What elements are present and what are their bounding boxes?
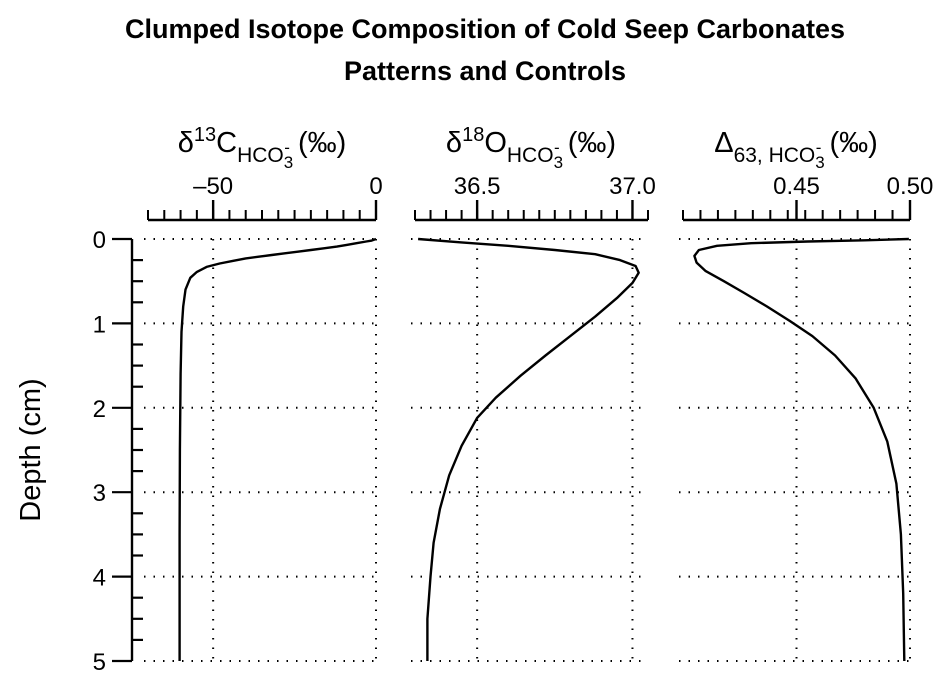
x-tick-label: 36.5 (454, 173, 501, 200)
x-tick-label: 0 (369, 173, 382, 200)
chart-title-line2: Patterns and Controls (344, 56, 626, 86)
panel-D63: 0.45 0.50 Δ63, HCO3- (‰) (679, 127, 934, 662)
y-axis-label: Depth (cm) (15, 378, 47, 521)
y-tick-label: 3 (93, 480, 106, 507)
y-tick-label: 4 (93, 565, 106, 592)
label-subscript-3: 3 (815, 153, 824, 172)
label-base: O (484, 127, 507, 159)
label-symbol: δ (178, 127, 194, 159)
y-tick-label: 0 (93, 227, 106, 254)
series-line-d13C (178, 237, 377, 661)
label-subscript-charge: - (554, 138, 560, 157)
chart-title-line1: Clumped Isotope Composition of Cold Seep… (125, 14, 845, 44)
panel-d13C: –50 0 δ13CHCO3- (‰) (144, 124, 383, 662)
label-subscript-3: 3 (554, 153, 563, 172)
y-tick-label: 1 (93, 311, 106, 338)
y-tick-label: 5 (93, 649, 106, 676)
x-axis-label: Δ63, HCO3- (‰) (714, 127, 878, 172)
x-tick-label: 0.50 (887, 173, 934, 200)
label-subscript-charge: - (816, 138, 822, 157)
label-unit: (‰) (821, 127, 877, 159)
label-unit: (‰) (290, 127, 346, 159)
label-unit: (‰) (560, 127, 616, 159)
label-superscript: 18 (462, 124, 484, 146)
label-superscript: 13 (194, 124, 216, 146)
label-subscript: HCO (507, 144, 554, 167)
series-line-D63 (693, 237, 909, 662)
label-subscript-charge: - (284, 138, 290, 157)
label-subscript-3: 3 (284, 153, 293, 172)
x-tick-label: 0.45 (773, 173, 820, 200)
x-tick-label: –50 (193, 173, 233, 200)
label-subscript: HCO (237, 144, 284, 167)
x-tick-label: 37.0 (609, 173, 656, 200)
label-subscript: 63, HCO (734, 144, 816, 167)
x-axis-label: δ13CHCO3- (‰) (178, 124, 347, 172)
label-symbol: δ (446, 127, 462, 159)
series-line-d18O (418, 237, 640, 661)
x-axis-label: δ18OHCO3- (‰) (446, 124, 616, 172)
y-tick-label: 2 (93, 396, 106, 423)
label-base: C (216, 127, 237, 159)
label-symbol: Δ (714, 127, 733, 159)
